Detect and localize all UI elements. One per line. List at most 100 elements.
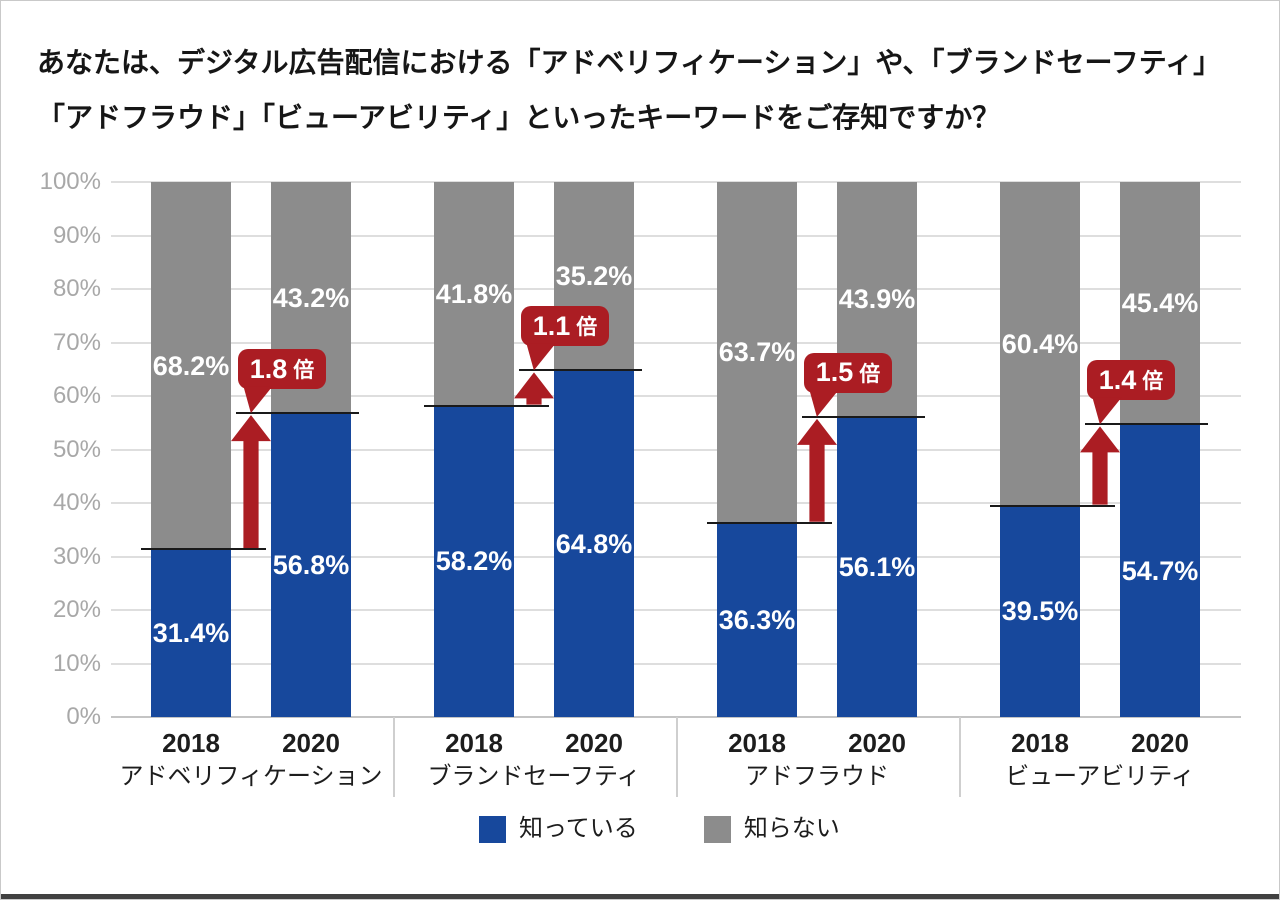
bar-value-label: 56.8% (272, 550, 350, 581)
x-axis-category-label: ビューアビリティ (1005, 763, 1195, 790)
x-axis-category-label: アドフラウド (745, 763, 889, 790)
level-line-2020 (236, 412, 359, 415)
multiplier-value: 1.5 (815, 357, 854, 388)
bar-value-label: 31.4% (152, 618, 230, 648)
multiplier-unit: 倍 (859, 362, 881, 386)
level-line-2018 (424, 404, 549, 407)
x-axis-year-label: 2020 (565, 728, 623, 758)
level-line-2018 (141, 548, 266, 550)
chart-legend: 知っている 知らない (479, 815, 840, 843)
bar-segment-dont-know-2018 (717, 182, 797, 523)
bar-segment-dont-know-2018 (151, 182, 231, 549)
y-axis-tick-label: 30% (52, 542, 101, 570)
bar-value-label: 45.4% (1121, 288, 1199, 319)
y-axis-tick-label: 60% (52, 382, 101, 409)
bar-value-label: 54.7% (1121, 555, 1199, 586)
gridline (111, 662, 1241, 665)
bar-segment-dont-know-2018 (1000, 182, 1080, 506)
y-axis-tick-label: 20% (52, 596, 101, 623)
legend-item-dont-know: 知らない (703, 815, 840, 843)
bar-segment-know-2020 (837, 416, 917, 717)
bar-value-label: 36.3% (718, 604, 796, 635)
increase-arrow-icon (797, 418, 837, 522)
x-axis-year-label: 2020 (1131, 728, 1189, 758)
y-axis-tick-label: 10% (52, 649, 101, 677)
increase-arrow-icon (1080, 426, 1120, 505)
group-divider (676, 717, 678, 797)
multiplier-badge: 1.5 倍 (804, 352, 892, 417)
level-line-2018 (707, 521, 832, 524)
bar-value-label: 63.7% (718, 337, 796, 368)
badge-tail-icon (243, 386, 273, 414)
increase-arrow-icon (231, 415, 271, 548)
legend-label-dont-know: 知らない (743, 815, 840, 842)
y-axis-tick-label: 70% (52, 328, 101, 356)
y-axis-tick-label: 0% (66, 703, 101, 730)
y-axis-tick-label: 40% (52, 489, 101, 516)
bar-value-label: 58.2% (435, 546, 513, 577)
bar-segment-know-2018 (1000, 505, 1080, 717)
bar-segment-know-2020 (271, 413, 351, 717)
gridline (111, 502, 1241, 504)
multiplier-unit: 倍 (1142, 370, 1164, 394)
multiplier-value: 1.1 (532, 310, 571, 341)
gridline (111, 288, 1241, 290)
multiplier-badge: 1.8 倍 (238, 349, 326, 414)
x-axis-year-label: 2020 (282, 728, 340, 758)
badge-tail-icon (809, 389, 839, 417)
gridline (111, 555, 1241, 558)
multiplier-value: 1.8 (249, 353, 288, 384)
x-axis-category-label: アドベリフィケーション (119, 763, 383, 790)
x-axis-year-label: 2018 (445, 728, 503, 758)
bar-value-label: 68.2% (152, 350, 230, 381)
y-axis-tick-label: 80% (52, 275, 101, 302)
y-axis-tick-label: 100% (39, 168, 101, 195)
multiplier-badge: 1.4 倍 (1087, 360, 1175, 425)
title-line-1: あなたは、デジタル広告配信における「アドベリフィケーション」や、「ブランドセーフ… (37, 47, 1222, 78)
bar-segment-know-2018 (717, 522, 797, 717)
multiplier-value: 1.4 (1098, 364, 1137, 395)
gridline (111, 234, 1241, 237)
group-divider (959, 717, 961, 797)
bar-segment-know-2020 (1120, 424, 1200, 717)
bottom-border-bar (1, 894, 1279, 899)
multiplier-unit: 倍 (576, 316, 598, 340)
x-axis-year-label: 2018 (1011, 728, 1069, 758)
multiplier-unit: 倍 (293, 359, 315, 383)
group-divider (393, 717, 395, 797)
badge-tail-icon (1092, 397, 1122, 425)
gridline (111, 448, 1241, 451)
legend-item-know: 知っている (479, 815, 638, 843)
level-line-2018 (990, 504, 1115, 507)
bar-value-label: 60.4% (1001, 328, 1079, 359)
x-axis-year-label: 2018 (162, 728, 220, 758)
bar-segment-dont-know-2018 (434, 182, 514, 406)
bar-segment-know-2018 (434, 405, 514, 717)
legend-swatch-dont-know-icon (703, 815, 731, 843)
page-title: あなたは、デジタル広告配信における「アドベリフィケーション」や、「ブランドセーフ… (37, 35, 1221, 145)
bar-segment-know-2018 (151, 549, 231, 717)
bar-value-label: 35.2% (555, 261, 633, 292)
bar-value-label: 43.9% (838, 284, 916, 315)
x-axis-year-label: 2018 (728, 728, 786, 758)
legend-swatch-know-icon (479, 815, 506, 843)
x-axis-category-label: ブランドセーフティ (427, 763, 641, 790)
gridline (111, 181, 1241, 183)
x-axis-year-label: 2020 (848, 728, 906, 758)
level-line-2020 (519, 369, 642, 372)
gridline (111, 341, 1241, 344)
legend-label-know: 知っている (519, 815, 638, 842)
y-axis-tick-label: 90% (52, 221, 101, 249)
title-line-2: 「アドフラウド」「ビューアビリティ」といったキーワードをご存知ですか？ (37, 102, 1001, 133)
level-line-2020 (1085, 423, 1208, 426)
gridline (111, 395, 1241, 397)
gridline (111, 609, 1241, 611)
bar-value-label: 56.1% (838, 551, 916, 582)
increase-arrow-icon (514, 372, 554, 405)
bar-value-label: 64.8% (555, 528, 633, 559)
bar-value-label: 41.8% (435, 278, 513, 309)
y-axis-tick-label: 50% (52, 435, 101, 463)
bar-value-label: 43.2% (272, 282, 350, 313)
bar-segment-know-2020 (554, 370, 634, 717)
